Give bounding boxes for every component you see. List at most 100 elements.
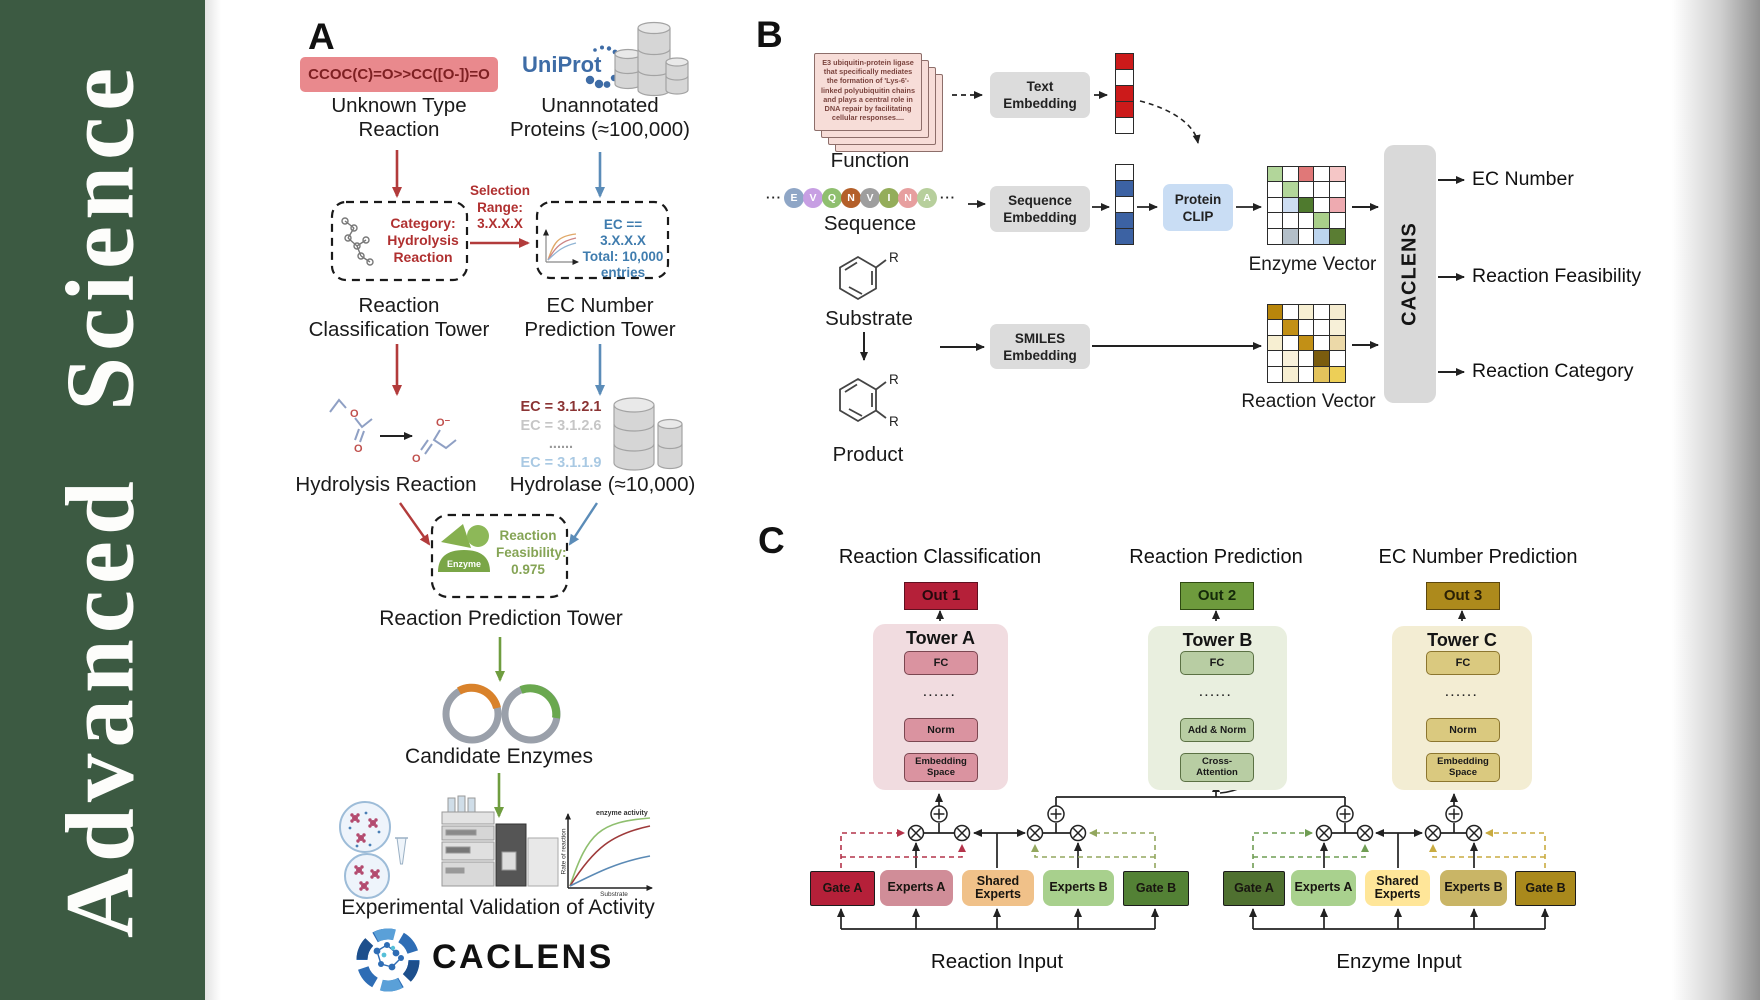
sequence-ellipsis-right: ··· [940,190,956,205]
output-reaction-category: Reaction Category [1472,360,1634,382]
uniprot-database-icon [585,21,689,97]
reaction-input-label: Reaction Input [930,950,1064,973]
candidate-enzymes-label: Candidate Enzymes [405,745,593,768]
uniprot-logo-text: UniProt [522,52,602,77]
out1-box: Out 1 [904,582,978,610]
right-page-shadow [1672,0,1760,1000]
prediction-tower-label: Reaction Prediction Tower [379,607,623,630]
petri-dish-icon [339,801,408,899]
substituent-r-label: R [889,372,899,387]
substrate-benzene-icon [839,255,887,301]
out3-box: Out 3 [1426,582,1500,610]
ec-selection-label: EC == 3.X.X.X Total: 10,000 entries [582,217,664,280]
reaction-gate-b: Gate B [1123,871,1189,906]
title-ec-number-prediction: EC Number Prediction [1378,546,1578,568]
enzyme-gate-b: Gate B [1515,871,1576,906]
category-hydrolysis-label: Category: Hydrolysis Reaction [387,215,459,265]
rate-axis-label: Rate of reaction [560,828,568,875]
reaction-vector-label: Reaction Vector [1241,391,1376,412]
o-atom-label: O [350,408,359,420]
substrate-axis-label: Substrate [600,891,628,898]
text-embedding-box: Text Embedding [990,72,1090,118]
validation-label: Experimental Validation of Activity [341,896,655,919]
tower-a-dots: ...... [923,687,957,699]
classification-tower-label: Reaction Classification Tower [308,294,490,341]
hydrolase-label: Hydrolase (≈10,000) [509,473,696,496]
tower-c-fc: FC [1426,651,1500,675]
tower-b-fc: FC [1180,651,1254,675]
acetate-molecule-icon [420,429,457,455]
text-embedding-vector [1115,53,1134,135]
reaction-classification-tower-box [330,200,469,282]
enzyme-activity-plot-icon [565,813,653,891]
feasibility-score-label: Reaction Feasibility: 0.975 [496,528,567,577]
hydrolase-database-icon [613,397,683,471]
panel-a-label: A [308,16,335,57]
tower-c-label: Tower C [1427,630,1497,650]
substrate-label: Substrate [825,307,913,330]
enzyme-blob-icon: Enzyme [438,524,490,572]
product-benzene-icon [839,377,887,423]
tower-b-cross-attention: Cross- Attention [1180,753,1254,782]
ec-item: EC = 3.1.2.1 [520,399,602,415]
flow-arrows-panel-b [860,91,1465,376]
enzyme-input-label: Enzyme Input [1336,950,1462,973]
hplc-instrument-icon [441,795,559,887]
smiles-string: CCOC(C)=O>>CC([O-])=O [308,66,490,83]
moe-wiring [837,733,1549,930]
enzyme-shared-experts: Shared Experts [1365,870,1430,906]
function-description-text: E3 ubiquitin-protein ligase that specifi… [820,58,916,123]
o-atom-label: O [412,453,421,465]
protein-clip-box: Protein CLIP [1163,184,1233,231]
unannotated-proteins-label: Unannotated Proteins (≈100,000) [510,94,690,141]
ec-item: EC = 3.1.1.9 [520,454,602,471]
smiles-reaction-box: CCOC(C)=O>>CC([O-])=O [300,57,498,92]
left-page-shadow [205,0,221,1000]
title-reaction-prediction: Reaction Prediction [1129,546,1303,568]
panel-c-label: C [758,520,785,561]
tower-a-norm: Norm [904,718,978,742]
enzyme-activity-curve-label: enzyme activity [596,810,648,817]
sequence-embedding-box: Sequence Embedding [990,186,1090,232]
caclens-logo-icon [356,928,420,992]
function-card-front: E3 ubiquitin-protein ligase that specifi… [814,53,922,131]
panel-b-label: B [756,14,783,55]
ec-item-ellipsis: ...... [548,436,574,452]
reaction-shared-experts: Shared Experts [962,870,1034,906]
reaction-vector-matrix [1267,304,1346,383]
tower-b-label: Tower B [1182,630,1253,650]
smiles-embedding-box: SMILES Embedding [990,324,1090,369]
product-label: Product [832,443,904,466]
tower-b-add-norm: Add & Norm [1180,718,1254,742]
enzyme-vector-label: Enzyme Vector [1248,254,1377,275]
tower-c-dots: ...... [1445,687,1479,699]
sequence-ellipsis-left: ··· [766,190,782,205]
gate-dashed-wiring [840,829,1546,868]
reaction-experts-b: Experts B [1043,870,1114,906]
molecule-chain-icon [341,217,374,266]
ec-prediction-tower-box [535,200,670,280]
mini-curves-icon [543,229,579,265]
add-nodes [930,805,1463,823]
journal-sidebar: Advanced Science [0,0,205,1000]
ec-tower-label: EC Number Prediction Tower [524,294,676,341]
hydrolysis-reaction-label: Hydrolysis Reaction [295,473,477,496]
output-ec-number: EC Number [1472,168,1574,190]
caclens-model-bar: CACLENS [1384,145,1436,403]
enzyme-gate-a: Gate A [1223,871,1285,906]
sequence-label: Sequence [823,212,917,235]
tower-c-norm: Norm [1426,718,1500,742]
enzyme-vector-matrix [1267,166,1346,245]
reaction-gate-a: Gate A [810,871,875,906]
multiply-nodes [907,824,1483,842]
o-minus-label: O⁻ [436,417,451,429]
substituent-r-label: R [889,250,899,265]
enzyme-badge-label: Enzyme [447,559,481,569]
enzyme-experts-a: Experts A [1291,870,1356,906]
out2-box: Out 2 [1180,582,1254,610]
o-atom-label: O [354,443,363,455]
